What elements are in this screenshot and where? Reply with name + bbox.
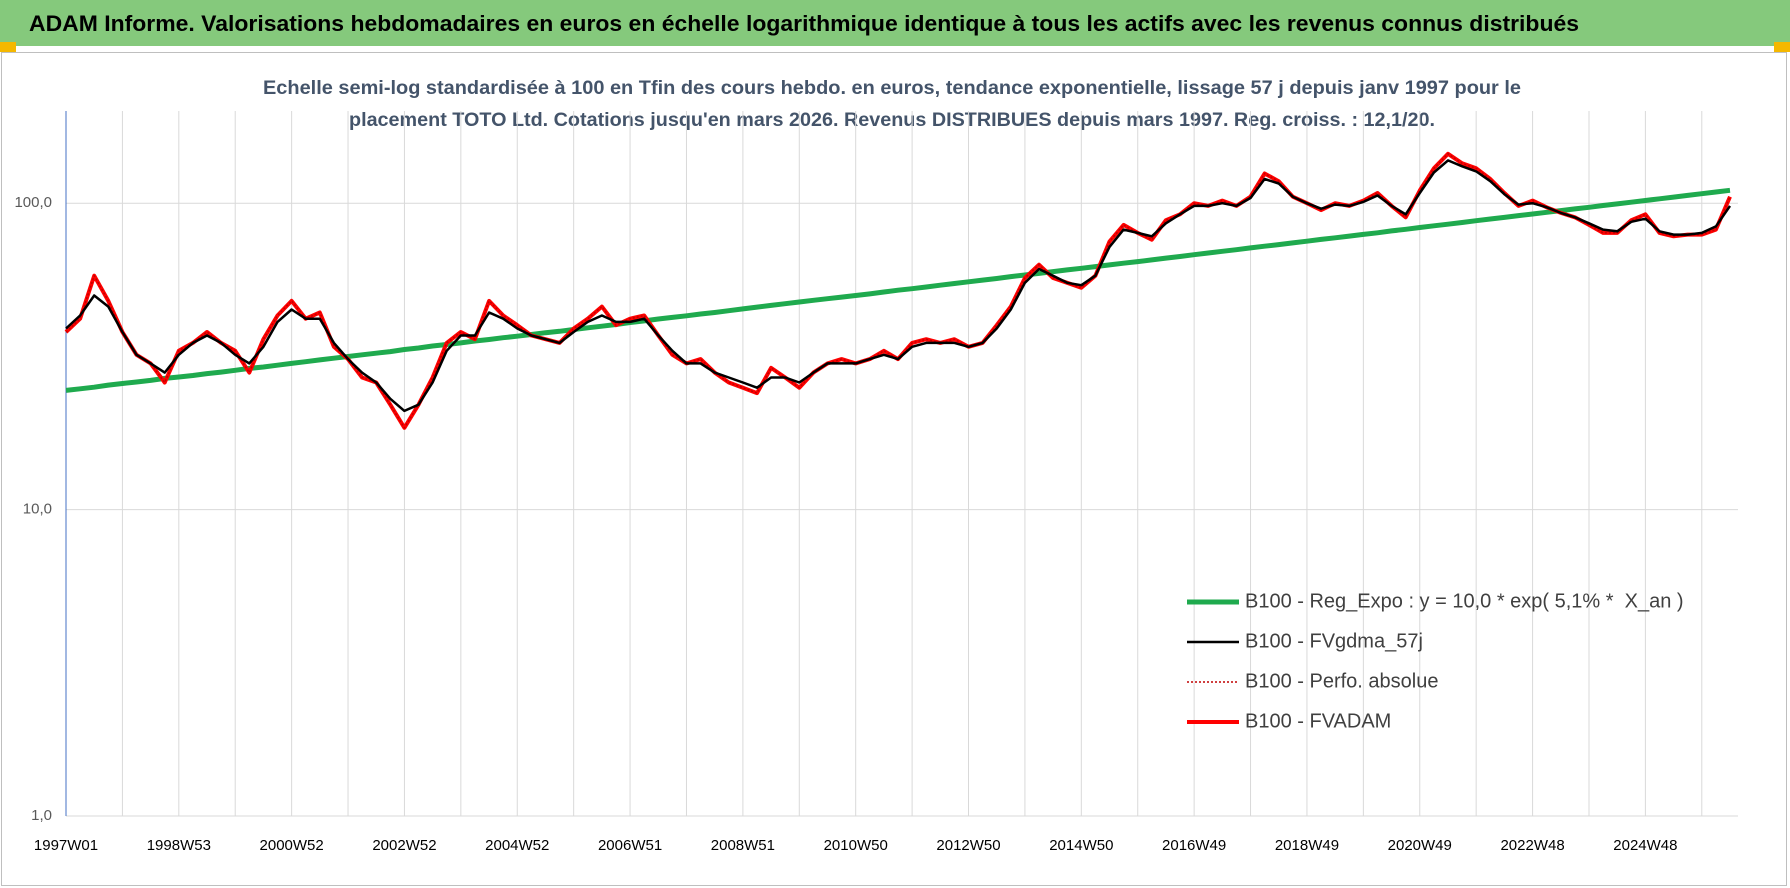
legend-label: B100 - Reg_Expo : y = 10,0 * exp( 5,1% *…: [1245, 590, 1684, 612]
y-tick-label: 100,0: [14, 194, 52, 211]
frame: [1, 52, 1787, 886]
corner: [0, 42, 16, 52]
header-bar: [0, 0, 1790, 46]
legend-label: B100 - Perfo. absolue: [1245, 670, 1438, 692]
x-tick-label: 2010W50: [824, 837, 888, 854]
chart-title: Echelle semi-log standardisée à 100 en T…: [263, 78, 1521, 99]
x-tick-label: 2004W52: [485, 837, 549, 854]
series-line: [65, 159, 1732, 413]
legend-label: B100 - FVgdma_57j: [1245, 630, 1423, 652]
legend-label: B100 - FVADAM: [1245, 710, 1391, 732]
x-tick-label: 2018W49: [1275, 837, 1339, 854]
x-tick-label: 1998W53: [147, 837, 211, 854]
y-tick-label: 10,0: [23, 501, 52, 518]
x-tick-label: 2014W50: [1049, 837, 1113, 854]
x-tick-label: 2022W48: [1500, 837, 1564, 854]
corner: [1774, 42, 1790, 52]
x-tick-label: 1997W01: [34, 837, 98, 854]
x-tick-label: 2006W51: [598, 837, 662, 854]
header-title: ADAM Informe. Valorisations hebdomadaire…: [29, 11, 1579, 36]
x-tick-label: 2002W52: [372, 837, 436, 854]
y-tick-label: 1,0: [31, 807, 52, 824]
x-tick-label: 2008W51: [711, 837, 775, 854]
x-tick-label: 2016W49: [1162, 837, 1226, 854]
x-tick-label: 2020W49: [1388, 837, 1452, 854]
chart-title: placement TOTO Ltd. Cotations jusqu'en m…: [349, 110, 1435, 131]
x-tick-label: 2000W52: [260, 837, 324, 854]
x-tick-label: 2024W48: [1613, 837, 1677, 854]
x-tick-label: 2012W50: [936, 837, 1000, 854]
